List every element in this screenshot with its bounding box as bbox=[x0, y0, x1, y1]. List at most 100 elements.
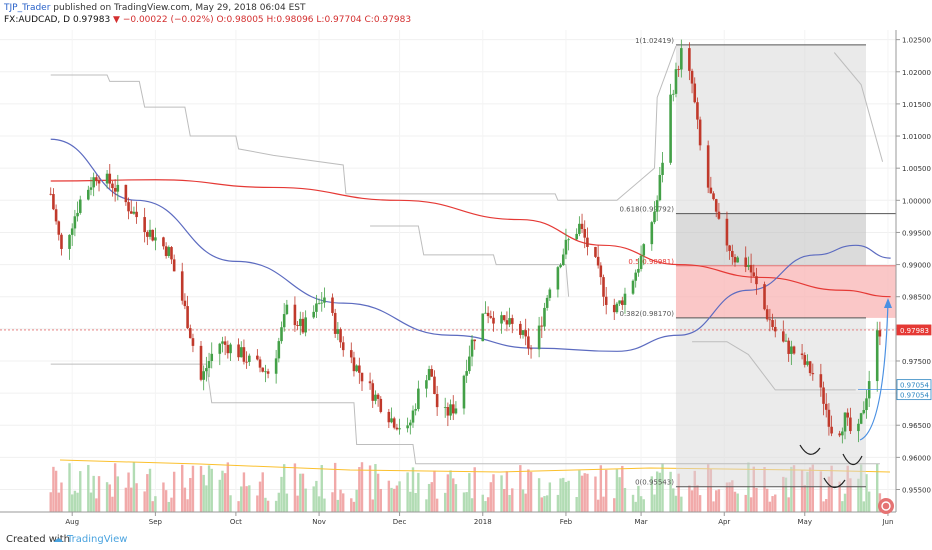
candle-body bbox=[97, 180, 101, 184]
volume-bar bbox=[669, 471, 672, 512]
candle-body bbox=[105, 173, 109, 184]
volume-bar bbox=[604, 469, 608, 512]
candle-body bbox=[95, 177, 98, 181]
volume-bar bbox=[237, 501, 240, 512]
volume-bar bbox=[825, 499, 828, 512]
head-arc bbox=[823, 477, 846, 489]
volume-bar bbox=[867, 491, 871, 512]
moving-average-red bbox=[50, 179, 891, 298]
volume-bar bbox=[715, 490, 718, 512]
candle-body bbox=[454, 408, 458, 414]
fibonacci-retracement: 1(1.02419) 0.618(0.99792) 0.5(0.98981) 0.38… bbox=[0, 37, 896, 488]
volume-bar bbox=[706, 464, 710, 512]
candle-body bbox=[583, 229, 587, 238]
volume-bar bbox=[865, 474, 868, 512]
volume-bar bbox=[655, 471, 659, 512]
symbol[interactable]: FX:AUDCAD, D bbox=[4, 15, 71, 25]
candle-body bbox=[841, 431, 844, 436]
volume-bar bbox=[264, 497, 267, 512]
volume-bar bbox=[333, 462, 337, 512]
candle-body bbox=[559, 265, 562, 268]
candle-body bbox=[580, 223, 584, 230]
candle-body bbox=[857, 423, 860, 432]
x-axis[interactable]: Aug Sep Oct Nov Dec 2018 Feb Mar Apr May Jun bbox=[0, 511, 896, 526]
fib-zone-618 bbox=[675, 213, 866, 266]
volume-bar bbox=[596, 499, 600, 512]
candle-body bbox=[256, 355, 259, 360]
right-shoulder-arc bbox=[842, 453, 863, 466]
volume-bar bbox=[639, 496, 643, 512]
candles bbox=[49, 39, 882, 444]
y-tick-label: 0.99500 bbox=[902, 229, 931, 237]
volume-bar bbox=[492, 474, 495, 512]
candle-body bbox=[87, 189, 90, 200]
projection-arrow bbox=[859, 301, 889, 441]
candle-body bbox=[188, 328, 192, 339]
candle-body bbox=[49, 193, 53, 195]
replay-icon[interactable] bbox=[878, 498, 894, 514]
left-shoulder-arc bbox=[799, 444, 821, 455]
candle-body bbox=[618, 300, 621, 304]
candle-body bbox=[806, 361, 809, 365]
brand-link[interactable]: TradingView bbox=[67, 534, 128, 545]
volume-bar bbox=[452, 478, 455, 512]
volume-bar bbox=[465, 492, 468, 512]
candle-body bbox=[371, 383, 375, 401]
candle-body bbox=[567, 239, 570, 241]
x-tick-label: May bbox=[798, 518, 812, 526]
volume-bar bbox=[548, 482, 552, 512]
candle-body bbox=[768, 319, 772, 321]
volume-bar bbox=[210, 468, 213, 512]
volume-bar bbox=[162, 482, 165, 512]
volume-bar bbox=[709, 468, 713, 512]
candle-body bbox=[736, 257, 739, 263]
candle-body bbox=[331, 297, 334, 313]
volume-bar bbox=[266, 500, 270, 512]
y-axis[interactable]: 0.955000.960000.965000.970000.975000.980… bbox=[895, 30, 931, 512]
cloud-icon: ☁ bbox=[53, 534, 63, 545]
candle-body bbox=[425, 380, 428, 389]
volume-bar bbox=[274, 500, 278, 512]
candle-body bbox=[661, 162, 664, 175]
candle-body bbox=[320, 302, 324, 304]
candle-body bbox=[433, 376, 436, 395]
volume-bar bbox=[470, 498, 474, 512]
candle-body bbox=[765, 309, 769, 320]
candle-body bbox=[108, 173, 112, 184]
volume-bar bbox=[205, 485, 208, 512]
y-tick-label: 0.96000 bbox=[902, 454, 931, 462]
volume-bar bbox=[218, 479, 221, 512]
candle-body bbox=[395, 427, 399, 430]
candle-body bbox=[578, 223, 581, 234]
volume-bar bbox=[524, 493, 527, 512]
volume-bar bbox=[60, 482, 63, 512]
author-link[interactable]: TJP_Trader bbox=[4, 3, 51, 13]
candle-body bbox=[323, 297, 326, 303]
candle-body bbox=[615, 303, 619, 313]
candle-body bbox=[749, 264, 753, 273]
volume-bar bbox=[527, 469, 530, 512]
candle-body bbox=[878, 330, 882, 337]
volume-bar bbox=[653, 494, 656, 512]
candle-body bbox=[575, 233, 578, 240]
candle-body bbox=[355, 365, 358, 372]
ohlc-text: O:0.98005 H:0.98096 L:0.97704 C:0.97983 bbox=[216, 15, 412, 25]
volume-bar bbox=[774, 494, 777, 512]
x-tick-label: Nov bbox=[312, 518, 326, 526]
candle-body bbox=[336, 329, 340, 334]
candle-body bbox=[162, 237, 165, 247]
change-text: ▼ −0.00022 (−0.02%) bbox=[113, 15, 214, 25]
candle-body bbox=[280, 327, 283, 342]
candle-body bbox=[54, 209, 58, 222]
volume-bar bbox=[876, 463, 879, 512]
candle-body bbox=[642, 244, 646, 256]
volume-bar bbox=[376, 473, 380, 512]
volume-bar bbox=[226, 462, 230, 512]
candle-body bbox=[167, 247, 171, 256]
volume-bar bbox=[87, 464, 90, 512]
volume-bar bbox=[846, 465, 849, 512]
volume-bar bbox=[621, 465, 624, 512]
candle-body bbox=[862, 410, 866, 414]
volume-bar bbox=[92, 475, 95, 512]
